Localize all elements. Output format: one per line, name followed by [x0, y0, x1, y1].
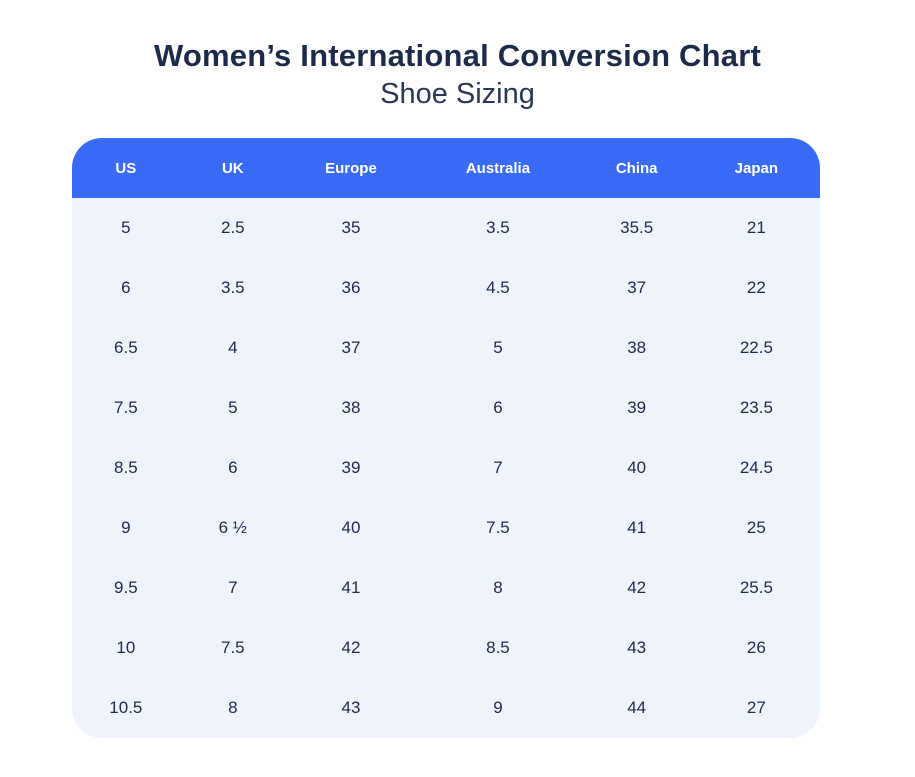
- table-cell: 42: [341, 638, 361, 657]
- table-cell: 8: [228, 698, 238, 717]
- table-cell: 25: [746, 518, 766, 537]
- table-cell: 6: [493, 398, 503, 417]
- table-cell: 7.5: [486, 518, 510, 537]
- table-cell: 22.5: [739, 338, 773, 357]
- shoe-size-conversion-table: US UK Europe Australia China Japan 5 2.5 35 3.5 3…: [72, 138, 820, 738]
- table-cell: 9: [121, 518, 131, 537]
- table-cell: 4.5: [486, 278, 510, 297]
- table-cell: 5: [228, 398, 238, 417]
- table-row: 10 7.5 42 8.5 43 26: [72, 618, 820, 678]
- table-cell: 35: [341, 218, 361, 237]
- table-cell: 40: [341, 518, 361, 537]
- table-cell: 37: [627, 278, 647, 297]
- table-cell: 9.5: [114, 578, 138, 597]
- table-cell: 3.5: [220, 278, 245, 297]
- table-cell: 7.5: [220, 638, 245, 657]
- table-cell: 37: [341, 338, 361, 357]
- table-row: 6.5 4 37 5 38 22.5: [72, 318, 820, 378]
- table-cell: 7: [228, 578, 238, 597]
- column-header-us: US: [115, 159, 137, 177]
- table-cell: 24.5: [739, 458, 773, 477]
- table-cell: 5: [121, 218, 131, 237]
- table-cell: 38: [627, 338, 647, 357]
- table-cell: 21: [746, 218, 766, 237]
- table-cell: 36: [341, 278, 361, 297]
- table-cell: 4: [228, 338, 238, 357]
- table-cell: 6: [228, 458, 238, 477]
- table-cell: 5: [493, 338, 503, 357]
- table-row: 5 2.5 35 3.5 35.5 21: [72, 198, 820, 258]
- table-cell: 8.5: [486, 638, 510, 657]
- column-header-japan: Japan: [734, 159, 779, 177]
- table-cell: 9: [493, 698, 503, 717]
- table-cell: 27: [746, 698, 766, 717]
- table-cell: 3.5: [486, 218, 510, 237]
- table-cell: 42: [627, 578, 647, 597]
- table-cell: 8: [493, 578, 503, 597]
- table-row: 6 3.5 36 4.5 37 22: [72, 258, 820, 318]
- column-header-europe: Europe: [325, 159, 377, 177]
- table-row: 8.5 6 39 7 40 24.5: [72, 438, 820, 498]
- table-cell: 7.5: [114, 398, 138, 417]
- table-cell: 38: [341, 398, 361, 417]
- table-cell: 10: [116, 638, 136, 657]
- table-cell: 35.5: [620, 218, 654, 237]
- table-cell: 39: [341, 458, 361, 477]
- table-cell: 43: [341, 698, 361, 717]
- table-cell: 43: [627, 638, 647, 657]
- table-cell: 10.5: [109, 698, 143, 717]
- table-cell: 25.5: [739, 578, 773, 597]
- table-row: 9 6 ½ 40 7.5 41 25: [72, 498, 820, 558]
- column-header-uk: UK: [221, 159, 244, 177]
- table-header-row: US UK Europe Australia China Japan: [72, 138, 820, 198]
- table-cell: 39: [627, 398, 647, 417]
- page-subtitle: Shoe Sizing: [380, 78, 535, 110]
- page-title: Women’s International Conversion Chart: [153, 38, 761, 73]
- table-cell: 8.5: [114, 458, 138, 477]
- table-cell: 40: [627, 458, 647, 477]
- table-row: 7.5 5 38 6 39 23.5: [72, 378, 820, 438]
- table-cell: 6: [121, 278, 131, 297]
- table-row: 10.5 8 43 9 44 27: [72, 678, 820, 738]
- table-cell: 6.5: [114, 338, 138, 357]
- column-header-australia: Australia: [465, 159, 531, 177]
- table-body: 5 2.5 35 3.5 35.5 21 6 3.5 36 4.5 37 22 6.5 4 37 5 38 22.…: [72, 198, 820, 738]
- table-row: 9.5 7 41 8 42 25.5: [72, 558, 820, 618]
- table-cell: 22: [746, 278, 766, 297]
- column-header-china: China: [615, 159, 658, 177]
- table-cell: 23.5: [739, 398, 773, 417]
- table-cell: 44: [627, 698, 647, 717]
- table-cell: 7: [493, 458, 503, 477]
- table-cell: 26: [746, 638, 766, 657]
- table-cell: 41: [627, 518, 647, 537]
- table-cell: 2.5: [220, 218, 245, 237]
- table-cell: 41: [341, 578, 361, 597]
- table-cell: 6 ½: [218, 518, 247, 537]
